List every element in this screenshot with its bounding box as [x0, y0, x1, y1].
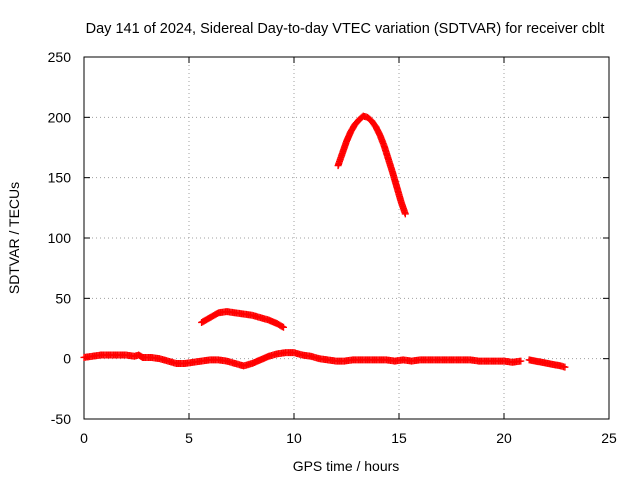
- x-tick-label: 20: [496, 430, 512, 446]
- y-tick-label: 150: [48, 170, 72, 186]
- y-tick-label: 200: [48, 109, 72, 125]
- data-point: [280, 323, 287, 331]
- x-tick-label: 5: [185, 430, 193, 446]
- y-tick-label: 100: [48, 230, 72, 246]
- data-points: [80, 112, 569, 371]
- y-tick-label: -50: [51, 411, 71, 427]
- y-axis-label: SDTVAR / TECUs: [6, 182, 22, 294]
- data-point: [561, 363, 569, 371]
- y-tick-label: 250: [48, 49, 72, 65]
- x-tick-label: 10: [286, 430, 302, 446]
- grid-layer: [84, 57, 609, 419]
- chart-title: Day 141 of 2024, Sidereal Day-to-day VTE…: [86, 21, 605, 37]
- y-tick-label: 50: [55, 290, 71, 306]
- x-tick-label: 0: [80, 430, 88, 446]
- plot-frame: [83, 56, 610, 420]
- data-point: [278, 323, 286, 331]
- data-point: [401, 210, 409, 218]
- x-tick-label: 15: [391, 430, 407, 446]
- y-tick-label: 0: [63, 351, 71, 367]
- x-tick-labels: 0 5 10 15 20 25: [80, 430, 617, 446]
- x-tick-label: 25: [601, 430, 617, 446]
- data-point: [517, 357, 525, 365]
- tick-layer: [83, 56, 610, 420]
- x-axis-label: GPS time / hours: [293, 458, 400, 474]
- y-tick-labels: -50 0 50 100 150 200 250: [48, 49, 72, 427]
